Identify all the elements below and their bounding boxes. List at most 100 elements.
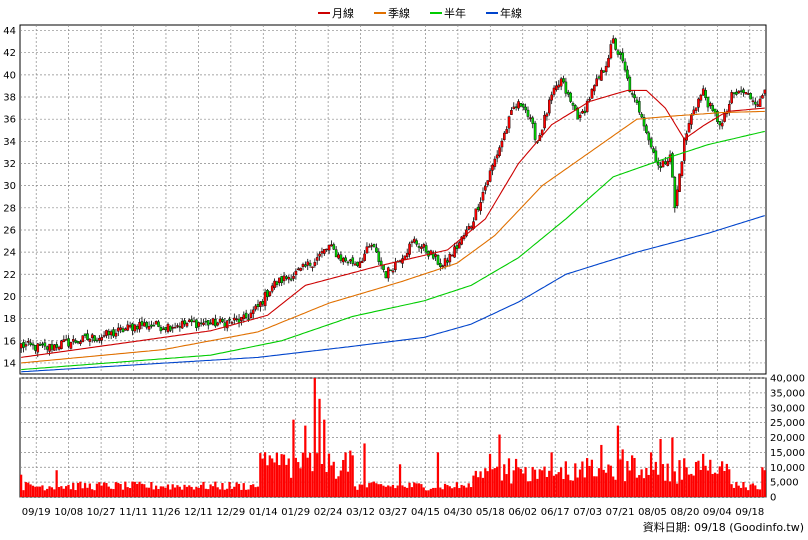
volume-bar — [659, 438, 662, 497]
volume-bar — [365, 487, 369, 497]
volume-bar — [586, 458, 589, 497]
candle-body — [356, 261, 359, 266]
volume-y-tick-label: 35,000 — [770, 388, 805, 399]
candle-body — [559, 78, 563, 87]
candle-body — [138, 322, 141, 330]
volume-bar — [576, 477, 579, 497]
candle-body — [308, 262, 312, 266]
volume-bar — [460, 484, 463, 497]
volume-bar — [43, 490, 46, 497]
volume-bar — [711, 473, 714, 497]
legend-item: 月線 — [318, 6, 354, 20]
volume-bar — [728, 469, 731, 497]
x-tick-label: 07/21 — [606, 507, 635, 518]
volume-bar — [676, 483, 679, 497]
legend: 月線 季線 半年 年線 — [318, 6, 522, 20]
candle-body — [675, 189, 679, 207]
volume-y-tick-label: 5,000 — [770, 478, 799, 489]
volume-bar — [571, 480, 575, 497]
x-tick-label: 07/03 — [573, 507, 602, 518]
price-panel: 14 16 18 20 22 24 26 28 30 32 34 36 38 40 42 44 — [3, 24, 767, 375]
candle-body — [488, 170, 492, 182]
volume-bar — [228, 482, 231, 497]
volume-bar — [79, 481, 82, 497]
candle-body — [737, 90, 741, 94]
candle-body — [105, 330, 108, 336]
volume-bar — [439, 487, 442, 497]
candle-body — [327, 244, 331, 251]
candle-body — [552, 87, 556, 95]
volume-bar — [344, 452, 347, 497]
candle-body — [86, 333, 89, 340]
candle-body — [640, 113, 643, 118]
volume-bar — [424, 490, 428, 497]
volume-bar — [311, 471, 314, 497]
candle-body — [235, 318, 238, 321]
volume-bar — [91, 489, 94, 497]
candle-body — [273, 280, 276, 288]
candle-body — [486, 180, 490, 185]
volume-bar — [268, 455, 271, 497]
candle-body — [152, 324, 156, 327]
volume-bar — [406, 487, 409, 497]
candle-body — [678, 173, 681, 192]
volume-bar — [377, 484, 380, 497]
candle-body — [178, 326, 182, 328]
volume-bar — [574, 463, 577, 497]
candle-body — [261, 301, 265, 305]
volume-bar — [721, 461, 724, 497]
candle-body — [292, 275, 295, 279]
candle-body — [161, 328, 165, 331]
volume-bar — [69, 489, 72, 497]
candle-body — [242, 314, 246, 319]
volume-bar — [581, 461, 584, 497]
volume-bar — [256, 486, 260, 497]
volume-bar — [531, 467, 534, 497]
volume-bar — [263, 452, 267, 497]
candle-body — [590, 88, 594, 99]
volume-bar — [114, 482, 117, 497]
candle-body — [363, 253, 366, 261]
candle-body — [720, 122, 724, 127]
volume-bar — [199, 484, 203, 497]
volume-bar — [389, 486, 392, 497]
candle-body — [57, 346, 61, 350]
volume-bar — [105, 483, 108, 497]
volume-bar — [204, 488, 207, 497]
volume-bar — [548, 470, 551, 497]
candle-body — [730, 92, 733, 104]
candle-body — [358, 261, 362, 268]
candle-body — [512, 106, 516, 110]
volume-bar — [448, 486, 451, 497]
x-tick-label: 08/05 — [638, 507, 667, 518]
volume-bar — [522, 473, 525, 497]
volume-bar — [735, 482, 738, 497]
volume-bar — [633, 457, 636, 497]
volume-bar — [756, 489, 759, 497]
volume-bar — [562, 479, 565, 497]
candle-body — [602, 70, 606, 73]
candle-body — [391, 270, 395, 273]
candle-body — [287, 276, 291, 280]
volume-bar — [723, 470, 726, 497]
volume-bar — [64, 486, 68, 497]
volume-bar — [375, 483, 378, 497]
candle-body — [124, 328, 127, 331]
volume-bar — [417, 483, 421, 497]
volume-bar — [694, 461, 698, 497]
candle-body — [647, 132, 651, 141]
candle-body — [448, 254, 452, 263]
candle-body — [704, 90, 707, 98]
candle-body — [228, 318, 231, 321]
volume-bar — [188, 485, 191, 497]
volume-bar — [131, 481, 134, 497]
volume-bar — [363, 443, 366, 497]
candle-body — [315, 257, 319, 261]
candle-body — [692, 109, 696, 115]
candle-body — [649, 138, 653, 148]
volume-bar — [498, 434, 501, 497]
volume-bar — [173, 487, 177, 497]
volume-bar — [510, 483, 513, 497]
x-tick-label: 09/18 — [735, 507, 764, 518]
candle-body — [128, 325, 132, 328]
